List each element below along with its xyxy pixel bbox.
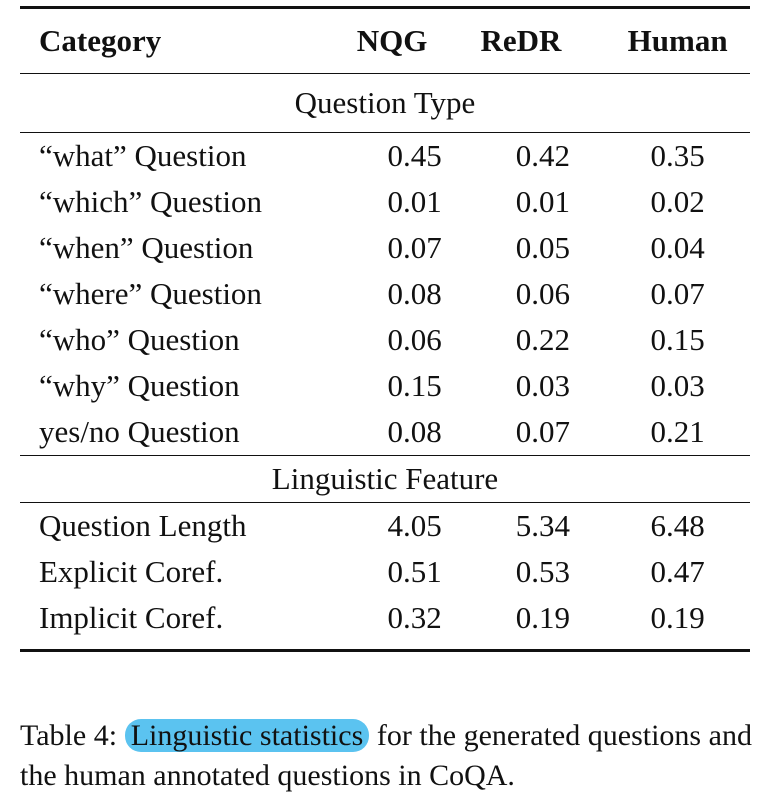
table-caption: Table 4: Linguistic statistics for the g… [20, 716, 752, 796]
header-row: Category NQG ReDR Human [20, 6, 750, 74]
cell-redr: 5.34 [515, 508, 570, 543]
cell-redr: 0.05 [515, 230, 570, 265]
header-nqg: NQG [348, 6, 481, 74]
cell-nqg: 0.06 [387, 322, 442, 357]
section-title-question-type: Question Type [20, 73, 750, 133]
table-row: Explicit Coref. 0.51 0.53 0.47 [20, 549, 750, 595]
table-row: “what” Question 0.45 0.42 0.35 [20, 133, 750, 180]
cell-redr: 0.01 [515, 184, 570, 219]
cell-nqg: 4.05 [387, 508, 442, 543]
table-body: Question Type “what” Question 0.45 0.42 … [20, 73, 750, 652]
cell-nqg: 0.45 [387, 138, 442, 173]
row-category: “why” Question [39, 368, 240, 403]
row-category: “when” Question [39, 230, 254, 265]
cell-nqg: 0.15 [387, 368, 442, 403]
cell-nqg: 0.32 [348, 595, 481, 652]
header-redr: ReDR [480, 6, 606, 74]
cell-redr: 0.42 [515, 138, 570, 173]
row-category: Implicit Coref. [20, 595, 349, 652]
cell-human: 0.07 [650, 276, 705, 311]
cell-human: 0.21 [650, 414, 705, 449]
cell-human: 0.04 [650, 230, 705, 265]
cell-nqg: 0.08 [387, 414, 442, 449]
table-row: “which” Question 0.01 0.01 0.02 [20, 179, 750, 225]
row-category: “who” Question [39, 322, 240, 357]
row-category: “what” Question [39, 138, 247, 173]
header-human: Human [605, 6, 750, 74]
row-category: “which” Question [39, 184, 262, 219]
cell-human: 6.48 [650, 508, 705, 543]
cell-nqg: 0.01 [387, 184, 442, 219]
cell-human: 0.19 [605, 595, 750, 652]
table-row: “why” Question 0.15 0.03 0.03 [20, 363, 750, 409]
row-category: Question Length [39, 508, 247, 543]
cell-redr: 0.06 [515, 276, 570, 311]
cell-nqg: 0.08 [387, 276, 442, 311]
cell-redr: 0.19 [480, 595, 606, 652]
table-row: Question Length 4.05 5.34 6.48 [20, 503, 750, 550]
linguistic-statistics-table: Category NQG ReDR Human Question Type “w… [20, 6, 750, 652]
table-row: Implicit Coref. 0.32 0.19 0.19 [20, 595, 750, 652]
cell-human: 0.15 [650, 322, 705, 357]
cell-redr: 0.03 [515, 368, 570, 403]
row-category: yes/no Question [39, 414, 240, 449]
cell-nqg: 0.07 [387, 230, 442, 265]
caption-label: Table 4: [20, 719, 118, 752]
statistics-table-container: Category NQG ReDR Human Question Type “w… [20, 6, 750, 652]
caption-highlight: Linguistic statistics [124, 719, 370, 752]
section-title-linguistic-feature: Linguistic Feature [20, 455, 750, 503]
cell-human: 0.03 [650, 368, 705, 403]
caption-text: for the generated questions and the huma… [20, 719, 752, 792]
section-header-row: Linguistic Feature [20, 455, 750, 503]
cell-human: 0.02 [650, 184, 705, 219]
section-header-row: Question Type [20, 73, 750, 133]
table-row: “where” Question 0.08 0.06 0.07 [20, 271, 750, 317]
cell-nqg: 0.51 [387, 554, 442, 589]
table-row: “who” Question 0.06 0.22 0.15 [20, 317, 750, 363]
row-category: Explicit Coref. [39, 554, 224, 589]
table-row: “when” Question 0.07 0.05 0.04 [20, 225, 750, 271]
table-row: yes/no Question 0.08 0.07 0.21 [20, 409, 750, 456]
cell-human: 0.35 [650, 138, 705, 173]
cell-human: 0.47 [650, 554, 705, 589]
header-category: Category [20, 6, 349, 74]
cell-redr: 0.53 [515, 554, 570, 589]
cell-redr: 0.07 [515, 414, 570, 449]
table-header: Category NQG ReDR Human [20, 6, 750, 74]
row-category: “where” Question [39, 276, 262, 311]
cell-redr: 0.22 [515, 322, 570, 357]
